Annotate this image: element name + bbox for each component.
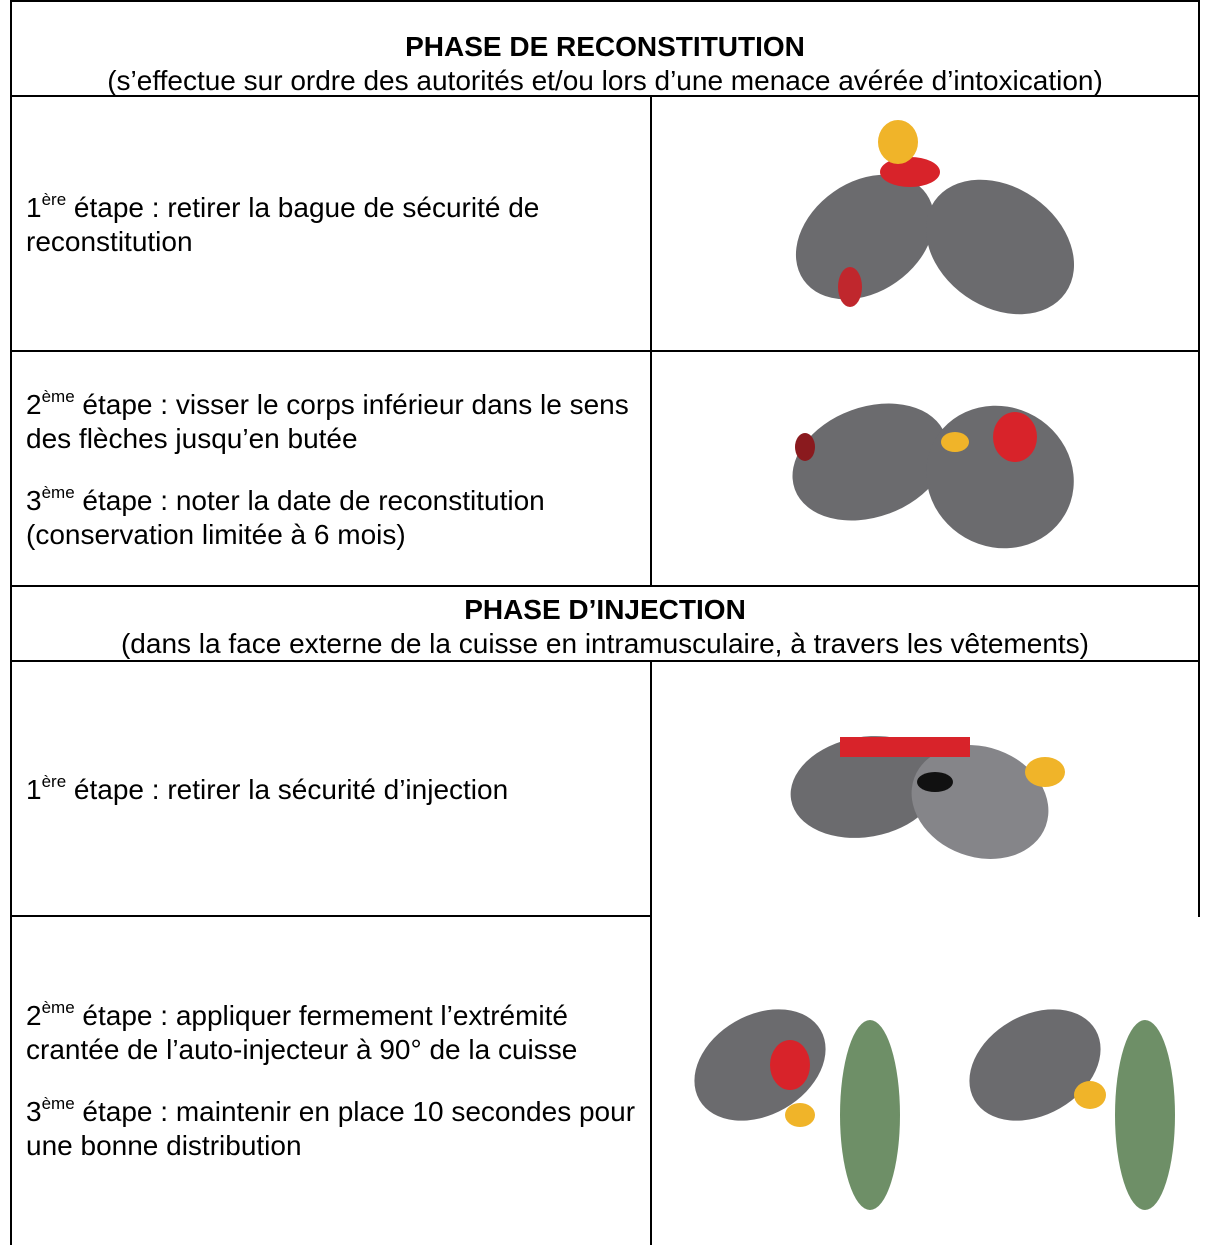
shape — [880, 157, 940, 187]
shape — [993, 412, 1037, 462]
shape — [1025, 757, 1065, 787]
shape — [792, 403, 948, 521]
section-header: PHASE D’INJECTION (dans la face externe … — [10, 585, 1200, 662]
shape — [840, 737, 970, 757]
step-sup: ère — [41, 771, 67, 791]
image-cell — [650, 350, 1200, 587]
step-text: étape : maintenir en place 10 secondes p… — [26, 1096, 636, 1161]
step: 1ère étape : retirer la bague de sécurit… — [26, 191, 636, 259]
shape — [795, 174, 935, 300]
step: 3ème étape : maintenir en place 10 secon… — [26, 1095, 636, 1163]
shape — [785, 1103, 815, 1127]
illustration — [790, 736, 1065, 859]
section-title: PHASE DE RECONSTITUTION — [405, 31, 805, 62]
step-cell: 1ère étape : retirer la sécurité d’injec… — [10, 660, 652, 917]
shape — [840, 1020, 900, 1210]
step-cell: 1ère étape : retirer la bague de sécurit… — [10, 95, 652, 352]
shape — [1115, 1020, 1175, 1210]
step: 1ère étape : retirer la sécurité d’injec… — [26, 773, 636, 807]
step-text: étape : visser le corps inférieur dans l… — [26, 388, 629, 454]
step-text: étape : retirer la bague de sécurité de … — [26, 191, 540, 257]
shape — [941, 432, 969, 452]
shape — [1074, 1081, 1106, 1109]
step-text: étape : retirer la sécurité d’injection — [66, 773, 509, 805]
image-cell — [650, 915, 1200, 1245]
step-number: 1 — [26, 773, 42, 805]
step-text: étape : noter la date de reconstitution … — [26, 484, 545, 550]
step-sup: ème — [41, 1094, 75, 1113]
illustration — [792, 403, 1074, 549]
shape — [790, 736, 940, 838]
shape — [969, 1009, 1101, 1121]
step-sup: ème — [41, 482, 75, 502]
step: 2ème étape : visser le corps inférieur d… — [26, 388, 636, 456]
step-number: 2 — [26, 388, 42, 420]
shape — [838, 267, 862, 307]
step-sup: ère — [41, 189, 67, 209]
image-cell — [650, 660, 1200, 917]
illustration — [795, 120, 1075, 315]
image-cell — [650, 95, 1200, 352]
step-sup: ème — [41, 998, 75, 1017]
step-number: 3 — [26, 1096, 42, 1127]
step-sup: ème — [41, 386, 75, 406]
step-cell: 2ème étape : visser le corps inférieur d… — [10, 350, 652, 587]
illustration — [694, 1009, 1175, 1210]
shape — [878, 120, 918, 164]
shape — [911, 745, 1049, 859]
section-header: PHASE DE RECONSTITUTION (s’effectue sur … — [10, 0, 1200, 97]
step-number: 2 — [26, 1000, 42, 1031]
shape — [926, 405, 1074, 549]
section-subtitle: (s’effectue sur ordre des autorités et/o… — [107, 65, 1103, 96]
shape — [770, 1040, 810, 1090]
step-text: étape : appliquer fermement l’extrémité … — [26, 1000, 578, 1065]
step: 2ème étape : appliquer fermement l’extré… — [26, 999, 636, 1067]
step-number: 1 — [26, 191, 42, 223]
shape — [795, 433, 815, 461]
section-title: PHASE D’INJECTION — [464, 594, 746, 625]
section-subtitle: (dans la face externe de la cuisse en in… — [120, 628, 1089, 659]
shape — [917, 772, 953, 792]
step-cell: 2ème étape : appliquer fermement l’extré… — [10, 915, 652, 1245]
shape — [694, 1009, 826, 1121]
step: 3ème étape : noter la date de reconstitu… — [26, 484, 636, 552]
step-number: 3 — [26, 484, 42, 516]
shape — [925, 179, 1075, 315]
